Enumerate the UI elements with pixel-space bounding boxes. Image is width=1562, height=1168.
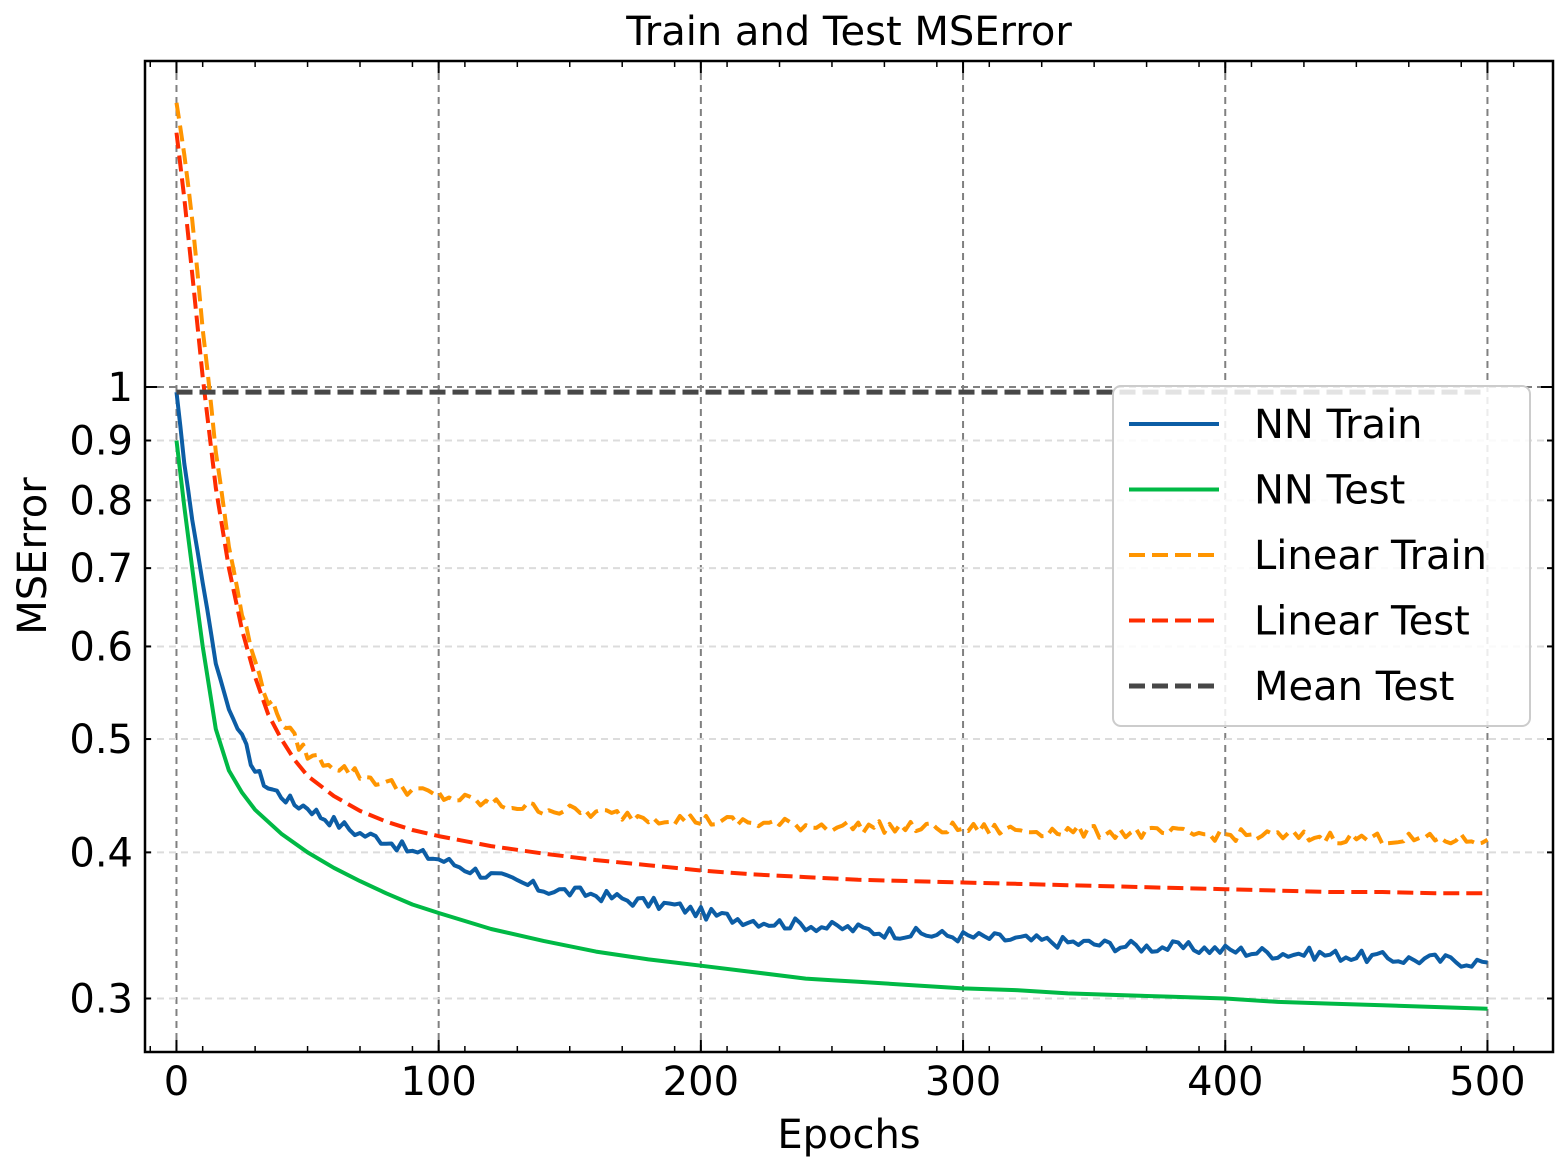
series-line-linear-test <box>174 132 1488 896</box>
y-tick-label: 0.7 <box>69 546 133 592</box>
y-tick-label: 0.6 <box>69 624 133 670</box>
legend-label: NN Train <box>1254 402 1423 448</box>
series-line-nn-test <box>174 440 1488 1011</box>
x-tick-label: 100 <box>400 1059 476 1105</box>
x-tick-label: 400 <box>1187 1059 1263 1105</box>
x-tick-label: 0 <box>164 1059 189 1105</box>
tick-layer: 0 100 200 300 400 500 0.3 0.4 0.5 0.6 0.7 0.8 0.9 1 <box>69 61 1553 1105</box>
x-tick-label: 200 <box>663 1059 739 1105</box>
legend-label: Mean Test <box>1254 664 1454 710</box>
y-tick-label: 1 <box>108 365 133 411</box>
y-tick-label: 0.3 <box>69 976 133 1022</box>
legend: NN Train NN Test Linear Train Linear Test Me… <box>1112 385 1531 727</box>
y-tick-label: 0.4 <box>69 830 133 876</box>
x-axis-label: Epochs <box>777 1112 920 1158</box>
y-tick-label: 0.9 <box>69 419 133 465</box>
legend-box <box>1112 385 1531 727</box>
series-line-nn-train <box>174 391 1488 969</box>
x-tick-label: 300 <box>925 1059 1001 1105</box>
plot-frame <box>143 59 1555 1054</box>
legend-label: NN Test <box>1254 468 1405 514</box>
legend-label: Linear Train <box>1254 533 1487 579</box>
x-tick-label: 500 <box>1449 1059 1525 1105</box>
y-tick-label: 0.8 <box>69 478 133 524</box>
legend-label: Linear Test <box>1254 599 1470 645</box>
y-tick-label: 0.5 <box>69 717 133 763</box>
y-axis-label: MSError <box>10 477 56 635</box>
series-line-linear-train <box>174 102 1489 847</box>
chart-title: Train and Test MSError <box>625 9 1072 55</box>
